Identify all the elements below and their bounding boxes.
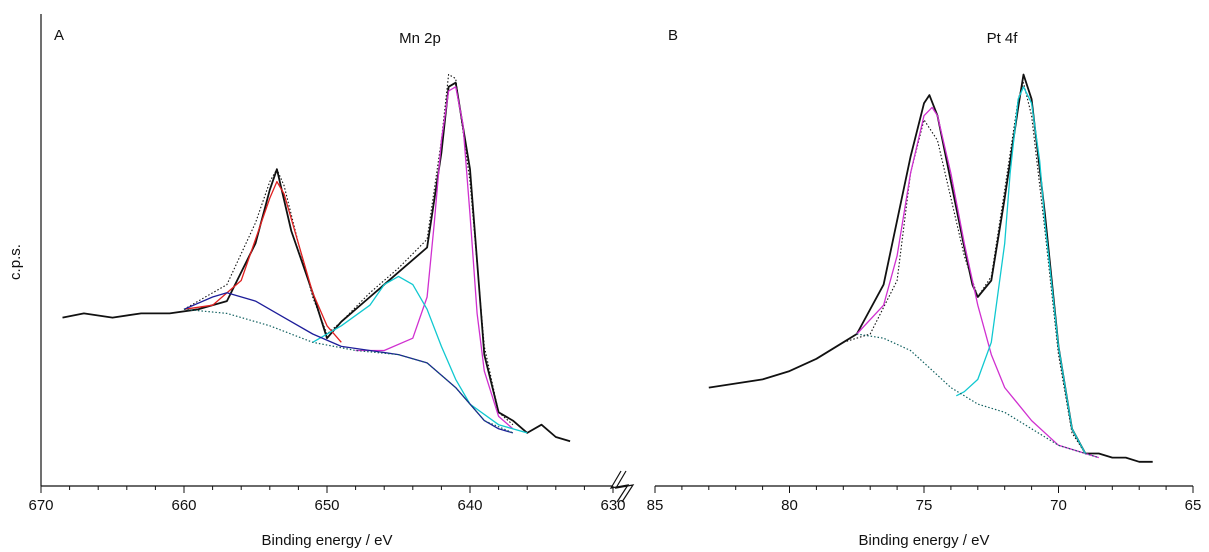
x-tick-label: 80: [781, 497, 798, 514]
x-axis-label: Binding energy / eV: [262, 532, 393, 549]
panel-b: 85 80 75 70 65 Binding energy / eV B Pt 4f: [647, 27, 1202, 549]
x-tick-label: 660: [171, 497, 196, 514]
x-axis-label: Binding energy / eV: [859, 532, 990, 549]
panel-label: A: [54, 27, 64, 44]
series-background-line: [183, 308, 514, 434]
series-component-line: [312, 275, 528, 434]
panel-title: Pt 4f: [987, 30, 1019, 47]
x-tick-label: 65: [1185, 497, 1202, 514]
panel-a: 670 660 650 640 630 Binding energy / eV A Mn 2p: [28, 14, 626, 549]
series-component-line: [956, 86, 1086, 454]
series-measured-line: [708, 73, 1153, 463]
axis-break-icon: [609, 470, 635, 503]
x-tick-label: 70: [1050, 497, 1067, 514]
x-tick-label: 630: [600, 497, 625, 514]
series-component-line: [856, 106, 1099, 459]
series-envelope-line: [843, 82, 1086, 454]
x-tick-label: 85: [647, 497, 664, 514]
panel-label: B: [668, 27, 678, 44]
series-component-line: [355, 86, 514, 430]
x-tick-label: 75: [916, 497, 933, 514]
series-component-line: [183, 180, 342, 343]
x-tick-label: 650: [314, 497, 339, 514]
x-tick-label: 640: [457, 497, 482, 514]
panel-title: Mn 2p: [399, 30, 441, 47]
series-measured-line: [62, 81, 571, 443]
x-tick-label: 670: [28, 497, 53, 514]
series-component-line: [183, 292, 514, 434]
series-background-line: [856, 333, 1099, 459]
y-axis-label: c.p.s.: [7, 244, 24, 280]
